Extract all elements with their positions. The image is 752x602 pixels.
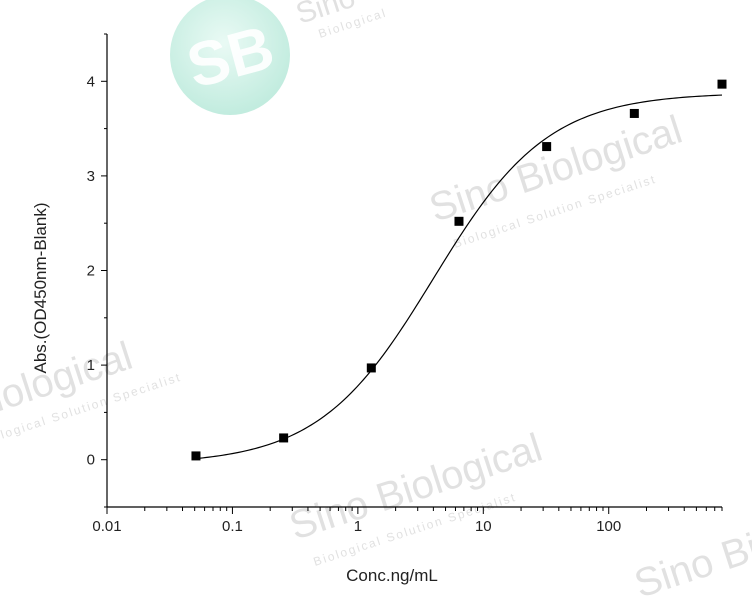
y-axis-title: Abs.(OD450nm-Blank)	[31, 202, 50, 373]
data-point	[366, 363, 376, 373]
data-point	[717, 79, 727, 89]
y-ticks: 0 1 2 3 4	[87, 33, 107, 508]
logo-circle	[170, 0, 290, 115]
x-ticks: 0.01 0.1 1 10 100	[92, 507, 723, 535]
x-tick-label: 0.01	[92, 518, 121, 535]
x-axis-title: Conc.ng/mL	[346, 566, 438, 585]
data-point	[629, 108, 639, 118]
y-tick-label: 4	[87, 73, 95, 90]
y-tick-label: 3	[87, 168, 95, 185]
x-tick-label: 0.1	[222, 518, 243, 535]
y-tick-label: 1	[87, 357, 95, 374]
x-tick-label: 1	[354, 518, 362, 535]
data-point	[279, 433, 289, 443]
logo-watermark: SB	[170, 0, 290, 115]
data-point	[542, 142, 552, 152]
x-tick-label: 100	[596, 518, 621, 535]
y-tick-label: 0	[87, 452, 95, 469]
watermark-brand-bottom-right: Sino Bi	[629, 526, 752, 602]
data-point	[191, 451, 201, 461]
y-tick-label: 2	[87, 263, 95, 280]
x-tick-label: 10	[475, 518, 492, 535]
data-point	[454, 216, 464, 226]
data-points	[191, 79, 727, 461]
